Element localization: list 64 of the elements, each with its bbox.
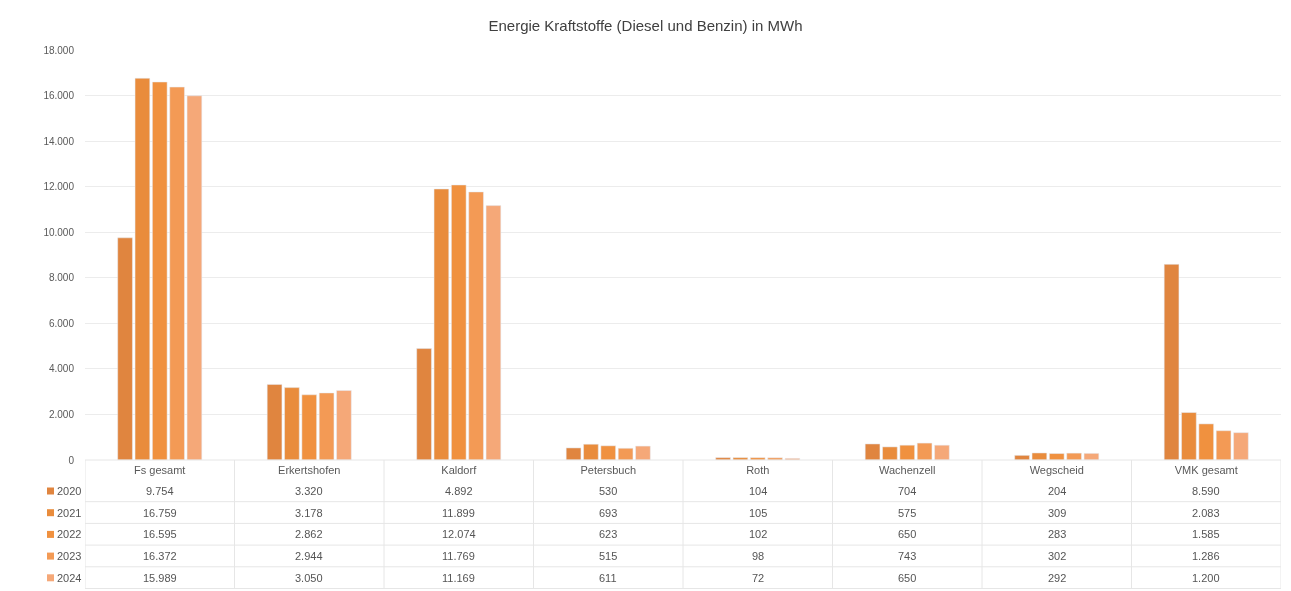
data-label: 16.595	[143, 528, 177, 540]
data-label: 98	[752, 550, 765, 562]
legend-label: 2022	[57, 528, 82, 540]
y-tick-label: 12.000	[43, 181, 75, 193]
y-tick-label: 18.000	[43, 44, 75, 56]
x-tick-label: Fs gesamt	[134, 464, 186, 476]
data-label: 611	[599, 572, 617, 584]
data-label: 102	[749, 528, 768, 540]
legend-label: 2021	[57, 507, 82, 519]
data-label: 2.944	[295, 550, 323, 562]
data-label: 515	[599, 550, 618, 562]
data-label: 283	[1048, 528, 1067, 540]
data-label: 16.372	[143, 550, 177, 562]
data-label: 575	[898, 507, 917, 519]
data-label: 292	[1048, 572, 1067, 584]
data-label: 3.050	[295, 572, 323, 584]
y-tick-label: 14.000	[43, 135, 75, 147]
data-label: 104	[749, 485, 768, 497]
y-tick-label: 8.000	[48, 272, 75, 284]
y-tick-label: 4.000	[48, 363, 75, 375]
data-label: 12.074	[442, 528, 476, 540]
data-label: 4.892	[445, 485, 473, 497]
data-label: 693	[599, 507, 618, 519]
data-label: 302	[1048, 550, 1067, 562]
data-label: 309	[1048, 507, 1067, 519]
data-label: 11.899	[442, 507, 475, 519]
data-label: 1.585	[1192, 528, 1220, 540]
y-tick-label: 16.000	[43, 90, 75, 102]
data-label: 650	[898, 528, 917, 540]
y-tick-label: 0	[68, 454, 75, 466]
chart-title: Energie Kraftstoffe (Diesel und Benzin) in MWh	[488, 17, 803, 35]
x-tick-label: Wachenzell	[879, 464, 936, 476]
data-label: 1.286	[1192, 550, 1220, 562]
legend-label: 2023	[57, 550, 82, 562]
data-label: 11.169	[442, 572, 475, 584]
data-label: 704	[898, 485, 917, 497]
data-label: 11.769	[442, 550, 475, 562]
data-label: 1.200	[1192, 572, 1220, 584]
data-label: 3.320	[295, 485, 323, 497]
data-label: 2.862	[295, 528, 323, 540]
data-label: 2.083	[1192, 507, 1220, 519]
x-tick-label: Kaldorf	[441, 464, 478, 476]
data-label: 204	[1048, 485, 1067, 497]
data-label: 743	[898, 550, 917, 562]
data-label: 72	[752, 572, 765, 584]
data-label: 650	[898, 572, 917, 584]
y-tick-label: 10.000	[43, 226, 75, 238]
x-tick-label: Wegscheid	[1029, 464, 1084, 476]
data-label: 16.759	[143, 507, 177, 519]
y-tick-label: 6.000	[48, 317, 75, 329]
x-tick-label: VMK gesamt	[1174, 464, 1238, 476]
data-label: 15.989	[143, 572, 177, 584]
legend-label: 2024	[57, 572, 82, 584]
data-label: 105	[749, 507, 768, 519]
x-tick-label: Erkertshofen	[278, 464, 341, 476]
data-label: 3.178	[295, 507, 323, 519]
x-tick-label: Petersbuch	[580, 464, 637, 476]
data-label: 530	[599, 485, 618, 497]
legend-label: 2020	[57, 485, 82, 497]
data-label: 9.754	[146, 485, 174, 497]
x-tick-label: Roth	[746, 464, 770, 476]
y-tick-label: 2.000	[48, 408, 75, 420]
data-label: 8.590	[1192, 485, 1220, 497]
data-label: 623	[599, 528, 618, 540]
